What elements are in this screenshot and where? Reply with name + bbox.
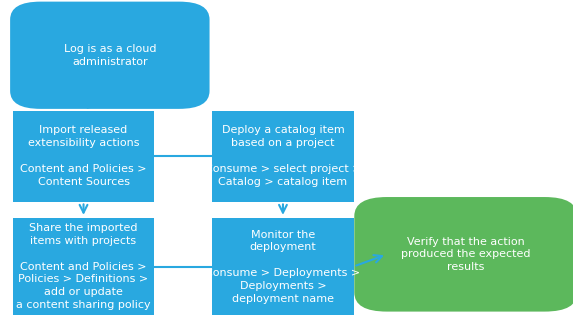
FancyBboxPatch shape: [13, 111, 154, 202]
FancyBboxPatch shape: [213, 218, 354, 315]
FancyBboxPatch shape: [354, 197, 573, 312]
Text: Share the imported
items with projects

Content and Policies >
Policies > Defini: Share the imported items with projects C…: [16, 223, 151, 310]
Text: Deploy a catalog item
based on a project

Consume > select project >
Catalog > c: Deploy a catalog item based on a project…: [205, 125, 361, 187]
Text: Monitor the
deployment

Consume > Deployments >
Deployments >
deployment name: Monitor the deployment Consume > Deploym…: [205, 229, 360, 304]
Text: Verify that the action
produced the expected
results: Verify that the action produced the expe…: [401, 237, 531, 272]
Text: Log is as a cloud
administrator: Log is as a cloud administrator: [64, 44, 156, 67]
FancyBboxPatch shape: [213, 111, 354, 202]
Text: Import released
extensibility actions

Content and Policies >
Content Sources: Import released extensibility actions Co…: [20, 125, 147, 187]
FancyBboxPatch shape: [13, 218, 154, 315]
FancyBboxPatch shape: [10, 2, 210, 109]
